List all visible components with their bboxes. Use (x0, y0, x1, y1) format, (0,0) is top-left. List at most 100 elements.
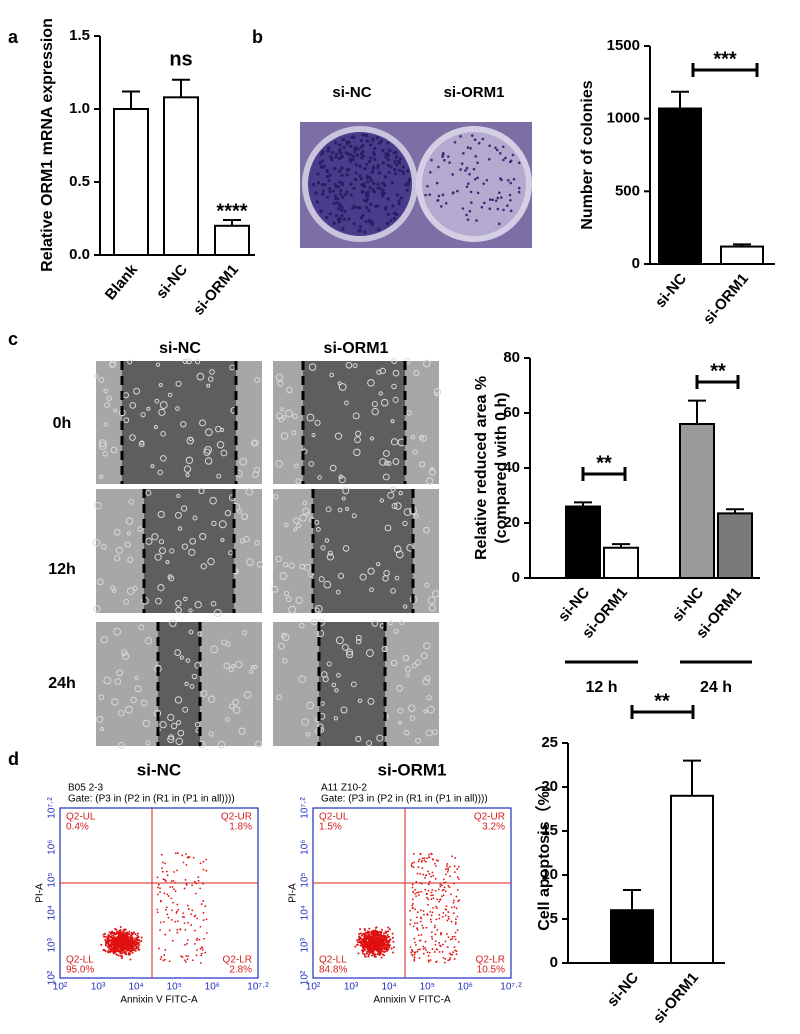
event-dot (420, 890, 423, 893)
colony-dot (386, 158, 390, 162)
colony-dot (372, 190, 377, 194)
event-dot (453, 865, 456, 868)
event-dot (204, 951, 207, 954)
quadrant-label: 10.5% (477, 965, 505, 976)
colony-dot (353, 147, 357, 151)
event-dot (373, 948, 376, 951)
cell (183, 465, 192, 473)
y-tick-label: 20 (503, 514, 520, 531)
event-dot (197, 876, 200, 879)
event-dot (362, 932, 365, 935)
colony-dot (487, 158, 491, 161)
colony-dot (459, 135, 462, 138)
colony-dot (473, 177, 477, 181)
event-dot (361, 952, 364, 955)
event-dot (389, 938, 392, 941)
event-dot (111, 936, 114, 939)
colony-dot (319, 209, 323, 214)
event-dot (412, 891, 415, 893)
colony-dot (364, 205, 369, 210)
colony-dot (498, 152, 502, 155)
event-dot (458, 899, 461, 902)
event-dot (450, 906, 453, 909)
cell (134, 685, 142, 693)
cell (159, 401, 168, 410)
colony-dot (368, 218, 372, 222)
y-tick-label: 10⁴ (300, 905, 311, 920)
colony-dot (359, 177, 364, 181)
cell (275, 373, 284, 382)
event-dot (411, 950, 414, 953)
cell (378, 391, 383, 396)
event-dot (370, 932, 373, 935)
event-dot (411, 948, 413, 951)
y-tick-label: 1000 (607, 110, 640, 127)
colony-dot (507, 179, 510, 182)
event-dot (427, 889, 430, 892)
wound-gap (313, 489, 413, 613)
event-dot (387, 943, 390, 946)
event-dot (107, 941, 110, 944)
cell (169, 548, 175, 554)
event-dot (164, 949, 167, 951)
event-dot (187, 955, 190, 958)
cell (196, 372, 205, 381)
cell (157, 510, 165, 519)
event-dot (375, 931, 378, 934)
colony-dot (395, 163, 399, 167)
event-dot (119, 934, 122, 937)
event-dot (422, 927, 425, 929)
event-dot (438, 900, 441, 903)
colony-dot (386, 221, 390, 225)
cell (383, 569, 390, 577)
colony-dot (393, 168, 397, 172)
event-dot (166, 913, 169, 916)
event-dot (131, 933, 134, 936)
event-dot (196, 949, 198, 951)
event-dot (191, 909, 194, 912)
event-dot (434, 924, 436, 927)
cell (185, 473, 190, 478)
event-dot (419, 920, 422, 923)
cell (407, 704, 416, 712)
cell (428, 604, 437, 612)
event-dot (420, 860, 423, 862)
event-dot (201, 949, 204, 951)
colony-dot (405, 169, 410, 173)
event-dot (365, 952, 368, 955)
colony-dot (387, 170, 391, 174)
colony-dot (498, 191, 501, 194)
event-dot (377, 942, 380, 945)
cell (277, 380, 284, 387)
y-tick-label: 10³ (300, 937, 311, 952)
event-dot (117, 954, 120, 957)
event-dot (446, 870, 449, 873)
cell (308, 363, 317, 371)
event-dot (137, 935, 140, 938)
cell (391, 383, 397, 390)
colony-dot (364, 133, 368, 137)
event-dot (156, 876, 159, 879)
event-dot (369, 944, 372, 947)
colony-dot (361, 133, 365, 137)
cell (130, 696, 137, 704)
event-dot (413, 937, 416, 940)
significance: ** (710, 360, 726, 382)
cell (111, 588, 117, 594)
event-dot (157, 883, 160, 886)
event-dot (183, 959, 186, 962)
event-dot (417, 891, 420, 894)
event-dot (365, 935, 368, 938)
event-dot (119, 952, 122, 955)
event-dot (448, 952, 451, 955)
colony-dot (392, 216, 396, 221)
event-dot (193, 929, 196, 932)
cell (393, 545, 402, 554)
colony-dot (477, 141, 481, 145)
colony-dot (404, 182, 408, 187)
bar (658, 107, 702, 265)
bar (720, 245, 764, 265)
colony-dot (327, 178, 331, 183)
cell (102, 451, 108, 457)
event-dot (411, 886, 414, 889)
